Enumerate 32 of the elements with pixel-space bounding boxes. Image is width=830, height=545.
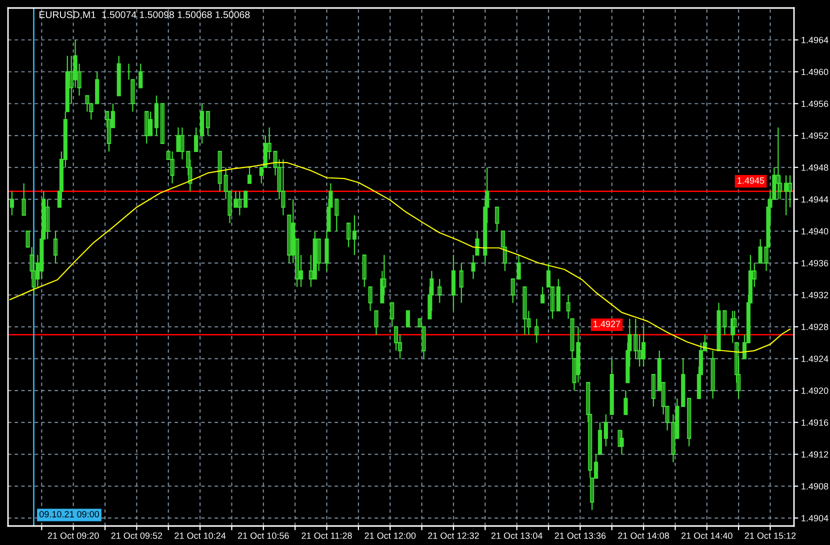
ref-line-label: 1.4945 bbox=[738, 177, 764, 184]
x-tick-label: 21 Oct 10:56 bbox=[238, 532, 289, 539]
y-tick-label: 1.4904 bbox=[802, 515, 828, 522]
y-tick-label: 1.4944 bbox=[802, 196, 828, 203]
x-tick-label: 21 Oct 12:32 bbox=[428, 532, 479, 539]
y-tick-label: 1.4956 bbox=[802, 100, 828, 107]
x-tick-label: 21 Oct 10:24 bbox=[174, 532, 226, 539]
y-tick-label: 1.4940 bbox=[802, 228, 828, 234]
x-tick-label: 21 Oct 12:00 bbox=[364, 532, 416, 539]
y-tick-label: 1.4964 bbox=[802, 36, 828, 44]
y-tick-label: 1.4948 bbox=[802, 164, 828, 171]
y-tick-label: 1.4936 bbox=[802, 260, 828, 266]
y-tick-label: 1.4960 bbox=[802, 68, 828, 76]
y-tick-label: 1.4932 bbox=[802, 292, 828, 298]
chart-title: EURUSD,M1 1.50074 1.50098 1.50068 1.50068 bbox=[40, 11, 250, 20]
y-tick-label: 1.4952 bbox=[802, 132, 828, 139]
ref-line-label: 09.10.21 09:00 bbox=[39, 511, 100, 518]
y-tick-label: 1.4912 bbox=[802, 451, 828, 458]
x-tick-label: 21 Oct 13:04 bbox=[491, 532, 542, 539]
y-tick-label: 1.4920 bbox=[802, 387, 828, 394]
x-tick-label: 21 Oct 09:52 bbox=[111, 532, 162, 539]
x-tick-label: 21 Oct 13:36 bbox=[554, 532, 606, 539]
x-tick-label: 21 Oct 15:12 bbox=[744, 532, 796, 539]
x-tick-label: 21 Oct 11:28 bbox=[302, 532, 352, 539]
x-tick-label: 21 Oct 14:08 bbox=[618, 532, 669, 539]
y-tick-label: 1.4916 bbox=[802, 419, 828, 426]
ref-line-label: 1.4927 bbox=[594, 320, 620, 328]
y-tick-label: 1.4928 bbox=[802, 324, 828, 330]
y-tick-label: 1.4908 bbox=[802, 483, 828, 490]
y-tick-label: 1.4924 bbox=[802, 356, 828, 362]
x-tick-label: 21 Oct 14:40 bbox=[681, 532, 732, 539]
x-tick-label: 21 Oct 09:20 bbox=[48, 532, 99, 539]
